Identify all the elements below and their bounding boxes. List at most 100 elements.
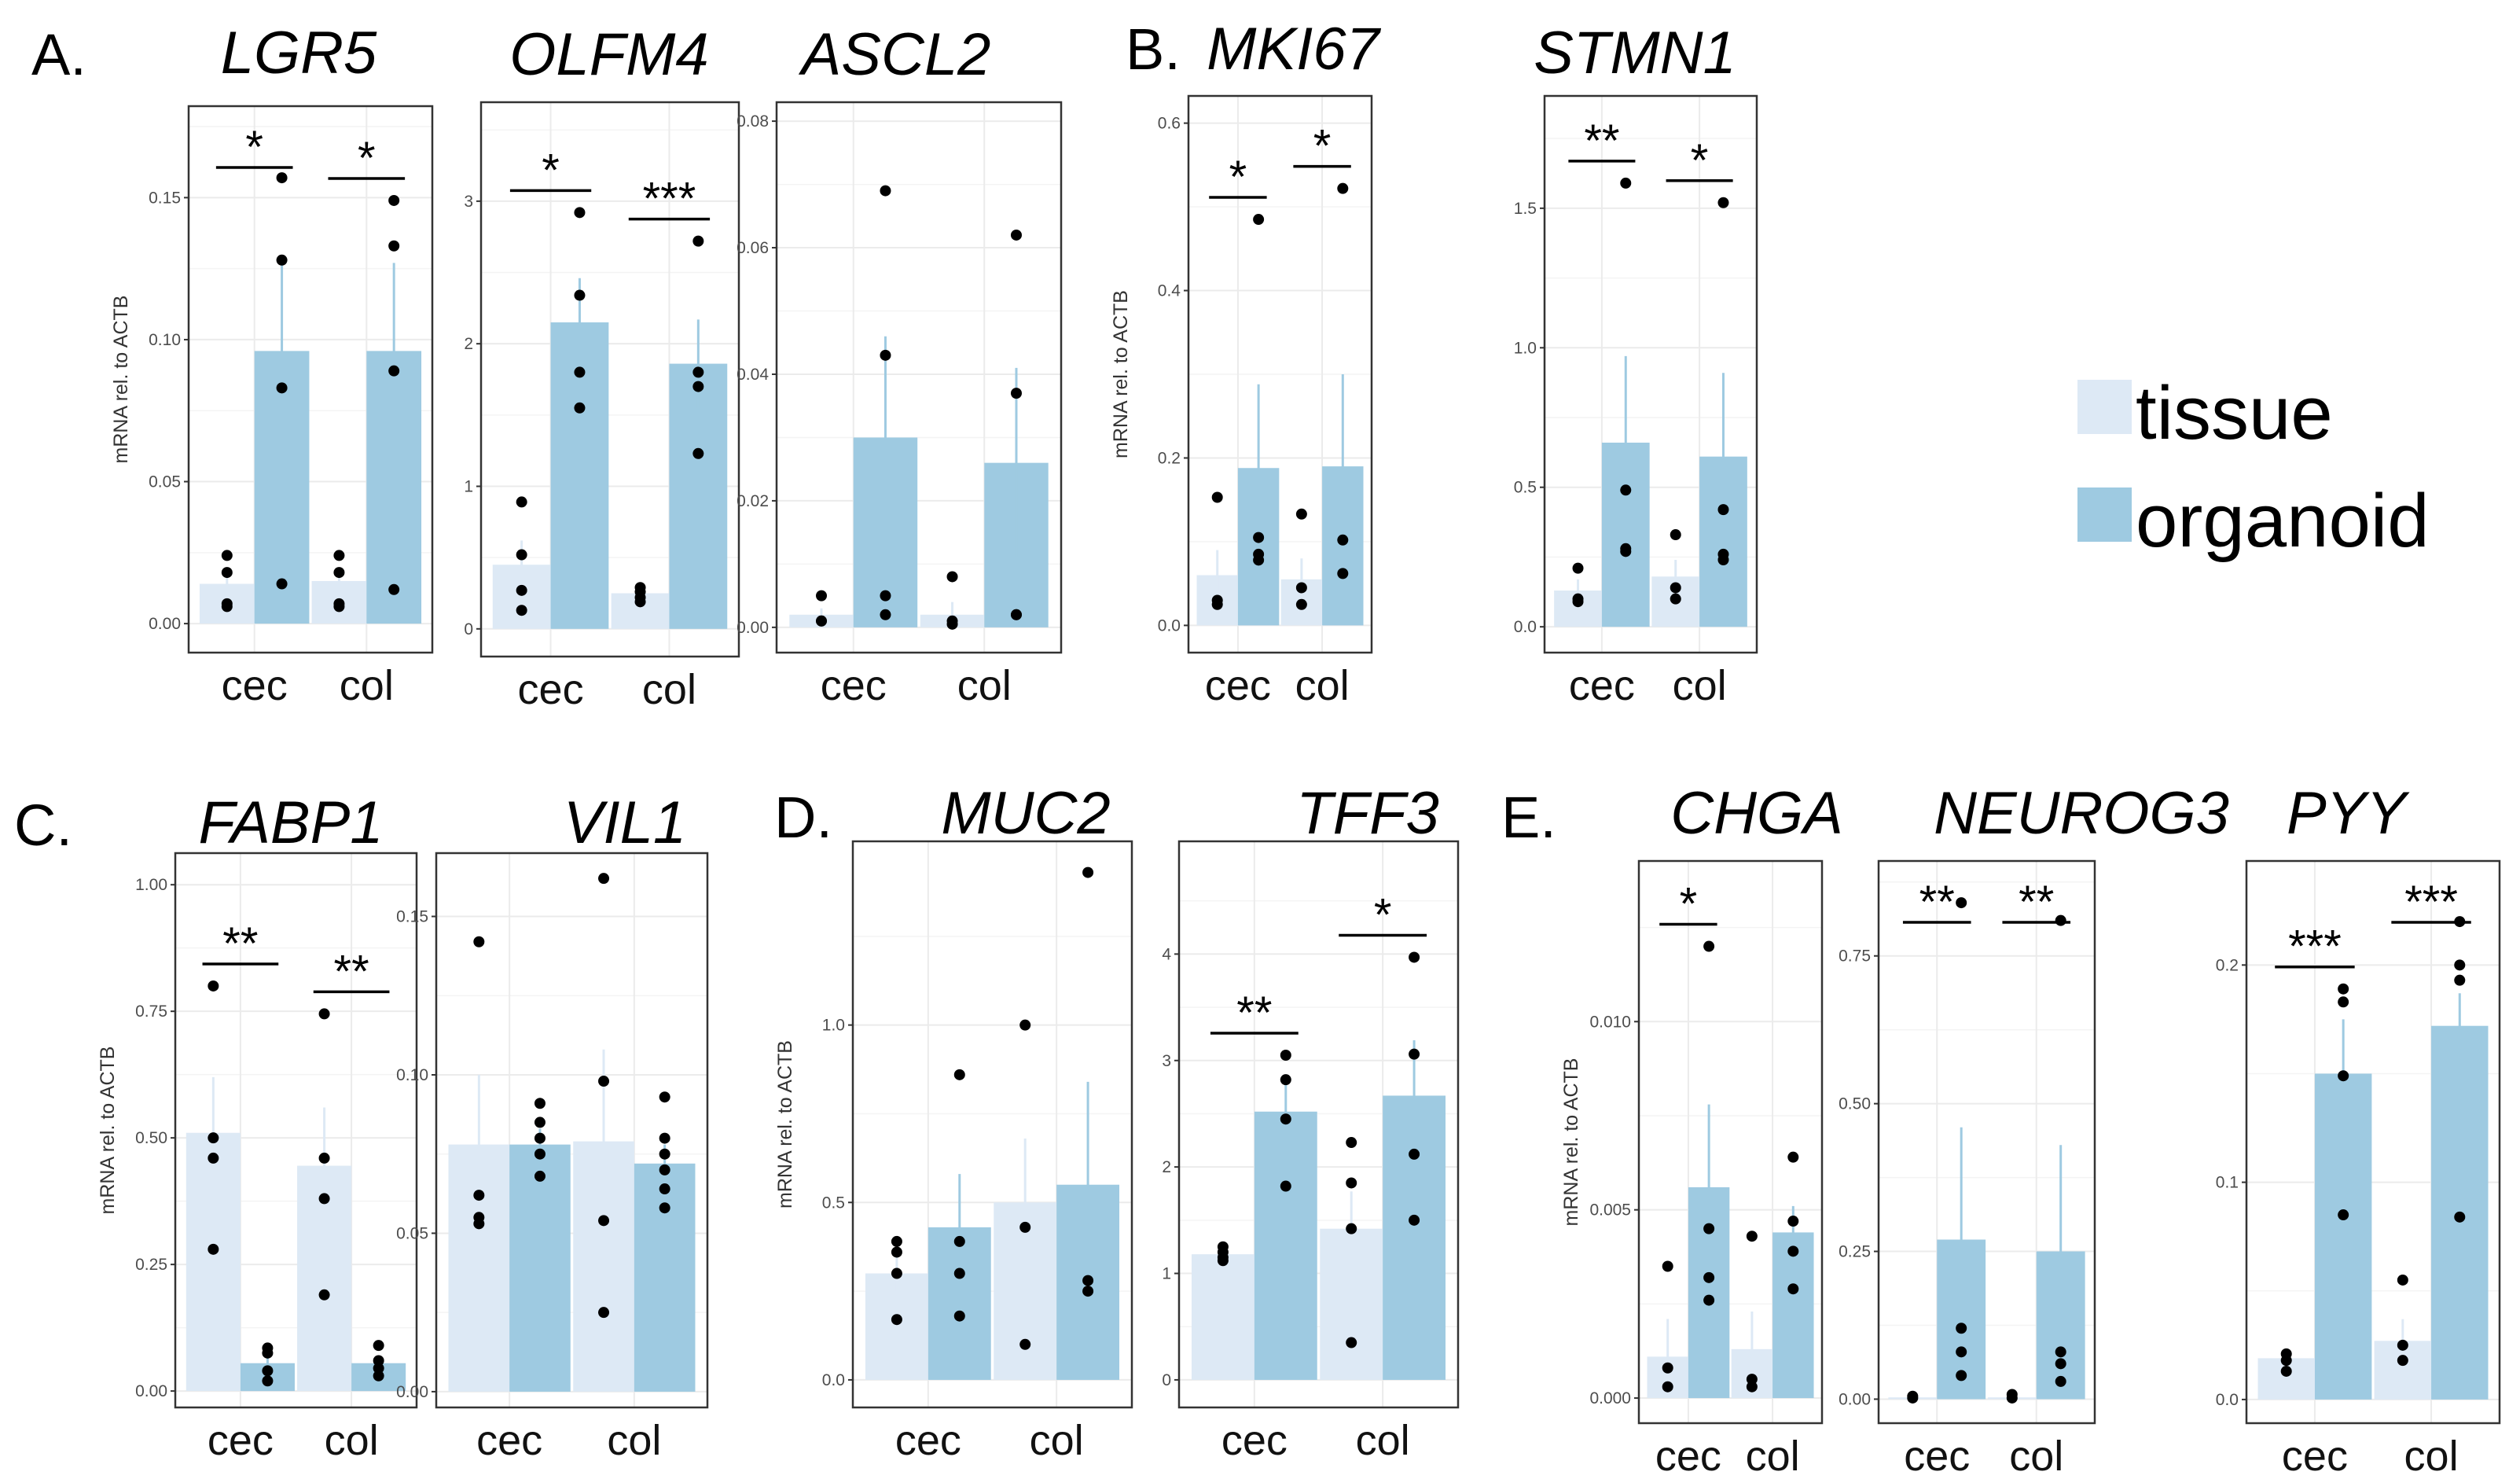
x-category-label-cec: cec [2282,1433,2348,1479]
significance-stars: ** [1236,988,1272,1039]
plot-frame [479,101,740,658]
x-category-label-cec: cec [476,1417,542,1464]
data-point-organoid-col [373,1370,384,1382]
bar-organoid-col [634,1163,696,1392]
data-point-tissue-cec [208,1243,219,1255]
x-category-label-cec: cec [1569,662,1635,709]
bar-organoid-cec [1254,1111,1317,1380]
significance-stars: *** [2404,877,2458,928]
panel-letter-c: C. [14,793,72,858]
data-point-organoid-col [692,381,704,392]
chart-title: PYY [2287,780,2410,847]
data-point-organoid-col [1717,197,1729,208]
data-point-tissue-cec [1211,491,1223,503]
data-point-tissue-cec [1662,1381,1673,1393]
x-category-label-col: col [340,662,394,709]
data-point-organoid-cec [1280,1113,1291,1125]
data-point-tissue-col [2397,1339,2408,1351]
plot-frame [1543,94,1758,654]
data-point-organoid-cec [1253,532,1265,543]
y-tick-label: 0.010 [1589,1013,1631,1031]
y-tick-label: 3 [1162,1052,1171,1070]
significance-stars: * [1680,879,1698,930]
data-point-organoid-col [2055,1375,2066,1387]
y-tick-label: 1.00 [135,876,167,894]
y-tick-label: 4 [1162,945,1171,963]
data-point-tissue-col [333,601,345,613]
data-point-organoid-cec [1620,484,1632,496]
chart-vil1: 0.00 0.05 0.10 0.15 cec col VIL1 [396,789,709,1464]
data-point-organoid-col [388,365,400,377]
y-axis-label: mRNA rel. to ACTB [110,296,132,464]
data-point-organoid-col [659,1148,670,1160]
data-point-organoid-col [2454,1211,2466,1223]
data-point-organoid-cec [1620,546,1632,557]
y-tick-label: 0.10 [396,1066,428,1084]
y-tick-label: 2 [464,335,473,353]
y-tick-label: 0.4 [1158,282,1181,300]
data-point-tissue-col [1346,1137,1357,1149]
data-point-tissue-col [333,567,345,579]
data-point-tissue-col [1295,582,1307,594]
data-point-organoid-cec [574,289,586,301]
data-point-tissue-cec [516,496,527,508]
data-point-tissue-cec [221,567,233,579]
data-point-tissue-col [598,873,610,885]
data-point-tissue-col [1019,1019,1031,1031]
data-point-tissue-col [318,1008,330,1020]
data-point-tissue-col [1019,1221,1031,1233]
data-point-organoid-col [1010,388,1022,399]
plot-frame [1637,859,1824,1425]
data-point-organoid-cec [534,1098,546,1109]
data-point-organoid-col [2055,914,2066,926]
data-point-organoid-col [1409,1048,1420,1060]
data-point-organoid-col [1082,866,1094,878]
data-point-organoid-col [388,583,400,595]
plot-frame [174,852,418,1409]
data-point-tissue-cec [221,550,233,561]
data-point-organoid-col [388,194,400,206]
data-point-tissue-cec [2280,1365,2292,1377]
data-point-organoid-cec [880,590,891,602]
data-point-tissue-cec [208,980,219,992]
data-point-organoid-col [659,1132,670,1144]
y-tick-label: 1 [1162,1265,1171,1283]
y-tick-label: 0.50 [1839,1095,1871,1113]
data-point-organoid-col [1787,1245,1799,1257]
x-category-label-col: col [607,1417,661,1464]
plot-frame [1877,859,2096,1425]
chart-title: TFF3 [1296,780,1439,847]
legend: tissue organoid [2077,371,2430,563]
data-point-organoid-cec [1703,1223,1715,1234]
data-point-tissue-cec [208,1152,219,1164]
data-point-tissue-col [1746,1381,1758,1393]
y-tick-label: 0.25 [1839,1243,1871,1261]
data-point-organoid-cec [1280,1050,1291,1061]
y-tick-label: 0.000 [1589,1389,1631,1407]
data-point-organoid-col [1337,568,1349,579]
significance-stars: ** [222,918,258,969]
chart-title: MUC2 [941,780,1110,847]
y-tick-label: 1.5 [1514,200,1537,218]
data-point-organoid-cec [2338,1070,2349,1082]
data-point-organoid-cec [262,1375,274,1387]
plot-frame [435,852,709,1409]
y-tick-label: 0.1 [2216,1174,2239,1192]
x-category-label-col: col [2404,1433,2459,1479]
data-point-organoid-cec [880,609,891,620]
data-point-organoid-cec [574,366,586,378]
y-tick-label: 0.00 [396,1383,428,1401]
data-point-organoid-col [659,1183,670,1195]
data-point-tissue-col [318,1193,330,1205]
plot-frame [775,101,1063,654]
data-point-organoid-col [2454,959,2466,971]
data-point-tissue-col [318,1289,330,1301]
data-point-organoid-cec [1703,1294,1715,1306]
significance-stars: *** [2288,922,2342,973]
chart-lgr5: * * 0.00 0.05 0.10 0.15 cec col mRNA rel. to ACT… [110,20,434,709]
data-point-organoid-cec [953,1310,965,1322]
data-point-organoid-cec [880,185,891,197]
plot-frame [187,105,434,654]
data-point-organoid-cec [2338,1209,2349,1221]
